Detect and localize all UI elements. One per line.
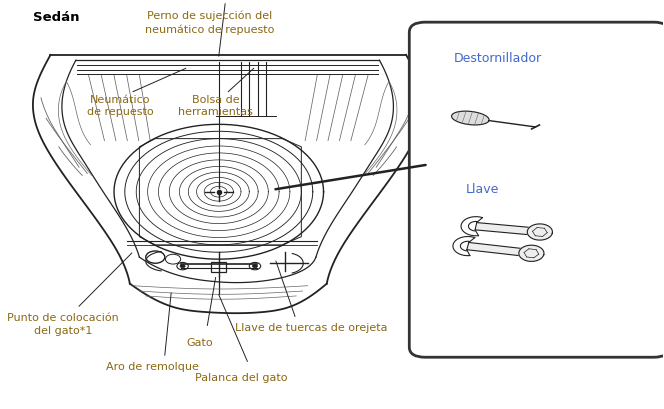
Text: Palanca del gato: Palanca del gato [195, 372, 288, 382]
Circle shape [252, 265, 258, 268]
Text: Gato: Gato [187, 337, 213, 347]
Polygon shape [452, 112, 489, 126]
Text: Llave de tuercas de orejeta: Llave de tuercas de orejeta [234, 323, 387, 333]
Text: Bolsa de
herramientas: Bolsa de herramientas [178, 94, 253, 117]
Polygon shape [475, 223, 540, 236]
FancyBboxPatch shape [409, 23, 664, 357]
Text: Llave: Llave [465, 182, 499, 195]
Text: Aro de remolque: Aro de remolque [106, 362, 199, 371]
Text: Destornillador: Destornillador [454, 52, 542, 65]
Bar [211, 263, 226, 272]
Polygon shape [519, 246, 544, 262]
Text: Neumático
de repuesto: Neumático de repuesto [87, 94, 153, 117]
Text: Punto de colocación
del gato*1: Punto de colocación del gato*1 [7, 312, 119, 335]
Text: Sedán: Sedán [33, 11, 80, 24]
Polygon shape [527, 225, 552, 240]
Polygon shape [467, 243, 533, 257]
Circle shape [180, 265, 185, 268]
Text: Perno de sujección del
neumático de repuesto: Perno de sujección del neumático de repu… [145, 11, 274, 35]
